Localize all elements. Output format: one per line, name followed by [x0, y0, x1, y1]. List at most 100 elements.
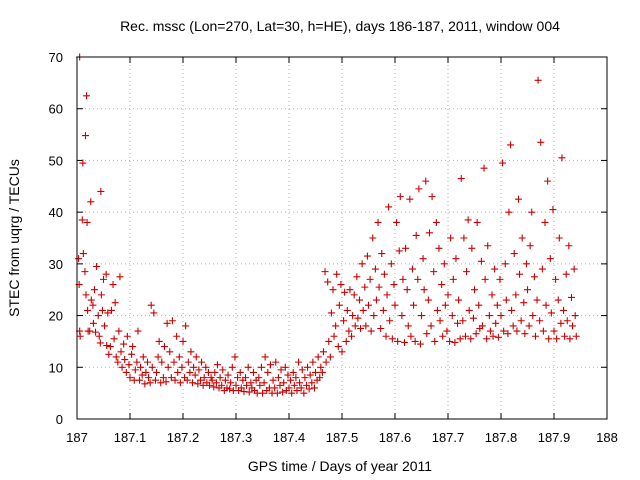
- data-point: [301, 374, 309, 382]
- data-point: [387, 260, 395, 268]
- data-point: [234, 374, 242, 382]
- data-point: [259, 389, 266, 397]
- data-point: [292, 374, 300, 382]
- data-point: [443, 327, 451, 335]
- data-point: [342, 337, 350, 345]
- data-point: [200, 374, 208, 382]
- data-point: [557, 319, 565, 327]
- data-point: [427, 322, 435, 330]
- data-point: [312, 368, 319, 376]
- data-point: [310, 384, 318, 392]
- data-point: [141, 380, 149, 388]
- data-point: [459, 317, 467, 325]
- data-point: [509, 322, 517, 330]
- x-tick-label: 187.7: [432, 430, 465, 445]
- data-point: [504, 330, 512, 338]
- data-point: [289, 368, 297, 376]
- data-point: [430, 268, 438, 276]
- data-point: [266, 361, 274, 369]
- data-point: [433, 306, 441, 314]
- data-point: [231, 353, 239, 361]
- data-point: [536, 317, 544, 325]
- data-point: [189, 379, 197, 387]
- data-point: [496, 275, 504, 283]
- data-point: [563, 317, 571, 325]
- data-point: [195, 366, 203, 374]
- data-point: [554, 296, 562, 304]
- data-point: [295, 358, 303, 366]
- data-point: [302, 381, 310, 389]
- data-point: [517, 317, 525, 325]
- data-point: [569, 322, 577, 330]
- data-point: [76, 332, 84, 340]
- data-point: [410, 301, 418, 309]
- data-point: [293, 387, 301, 395]
- data-point: [518, 234, 526, 242]
- data-point: [541, 218, 549, 226]
- data-point: [351, 322, 359, 330]
- data-point: [546, 255, 554, 263]
- data-point: [530, 273, 538, 281]
- data-point: [438, 281, 446, 289]
- data-point: [79, 250, 87, 258]
- data-point: [425, 229, 433, 237]
- y-tick-label: 20: [49, 309, 63, 324]
- chart-title: Rec. mssc (Lon=270, Lat=30, h=HE), days …: [120, 18, 560, 34]
- x-tick-label: 187: [66, 430, 88, 445]
- data-point: [463, 268, 471, 276]
- data-point: [314, 353, 322, 361]
- data-point: [388, 335, 396, 343]
- y-tick-label: 60: [49, 102, 63, 117]
- data-point: [176, 379, 184, 387]
- x-tick-label: 187.2: [167, 430, 200, 445]
- data-point: [175, 353, 183, 361]
- data-point: [206, 381, 213, 389]
- data-point: [90, 286, 98, 294]
- data-point: [406, 195, 414, 203]
- data-point: [531, 332, 539, 340]
- data-point: [290, 381, 298, 389]
- data-point: [273, 389, 281, 397]
- data-point: [237, 384, 245, 392]
- data-point: [138, 371, 146, 379]
- data-point: [84, 306, 92, 314]
- data-point: [375, 283, 383, 291]
- data-point: [510, 250, 518, 258]
- data-point: [82, 291, 90, 299]
- data-point: [83, 92, 91, 100]
- data-point: [441, 301, 449, 309]
- data-point: [382, 332, 390, 340]
- data-point: [561, 332, 569, 340]
- data-point: [404, 322, 412, 330]
- data-point: [367, 327, 375, 335]
- data-point: [136, 376, 144, 384]
- data-point: [227, 379, 235, 387]
- data-point: [547, 309, 555, 317]
- data-point: [370, 312, 378, 320]
- data-point: [416, 340, 424, 348]
- data-point: [100, 275, 107, 283]
- data-point: [494, 333, 502, 341]
- data-point: [372, 296, 380, 304]
- data-point: [395, 247, 403, 255]
- data-point: [475, 301, 483, 309]
- x-tick-label: 187.3: [220, 430, 253, 445]
- data-point: [164, 363, 172, 371]
- data-point: [525, 322, 533, 330]
- data-point: [244, 363, 252, 371]
- data-point: [279, 388, 287, 396]
- x-tick-label: 187.9: [538, 430, 571, 445]
- data-point: [287, 376, 295, 384]
- data-point: [199, 381, 207, 389]
- x-tick-label: 187.8: [485, 430, 518, 445]
- data-point: [137, 363, 145, 371]
- data-point: [461, 332, 469, 340]
- x-tick-label: 187.1: [114, 430, 147, 445]
- data-point: [171, 376, 179, 384]
- data-point: [288, 389, 296, 397]
- data-point: [243, 381, 251, 389]
- data-point: [529, 312, 537, 320]
- data-point: [452, 255, 460, 263]
- data-point: [415, 185, 423, 193]
- data-point: [79, 159, 87, 167]
